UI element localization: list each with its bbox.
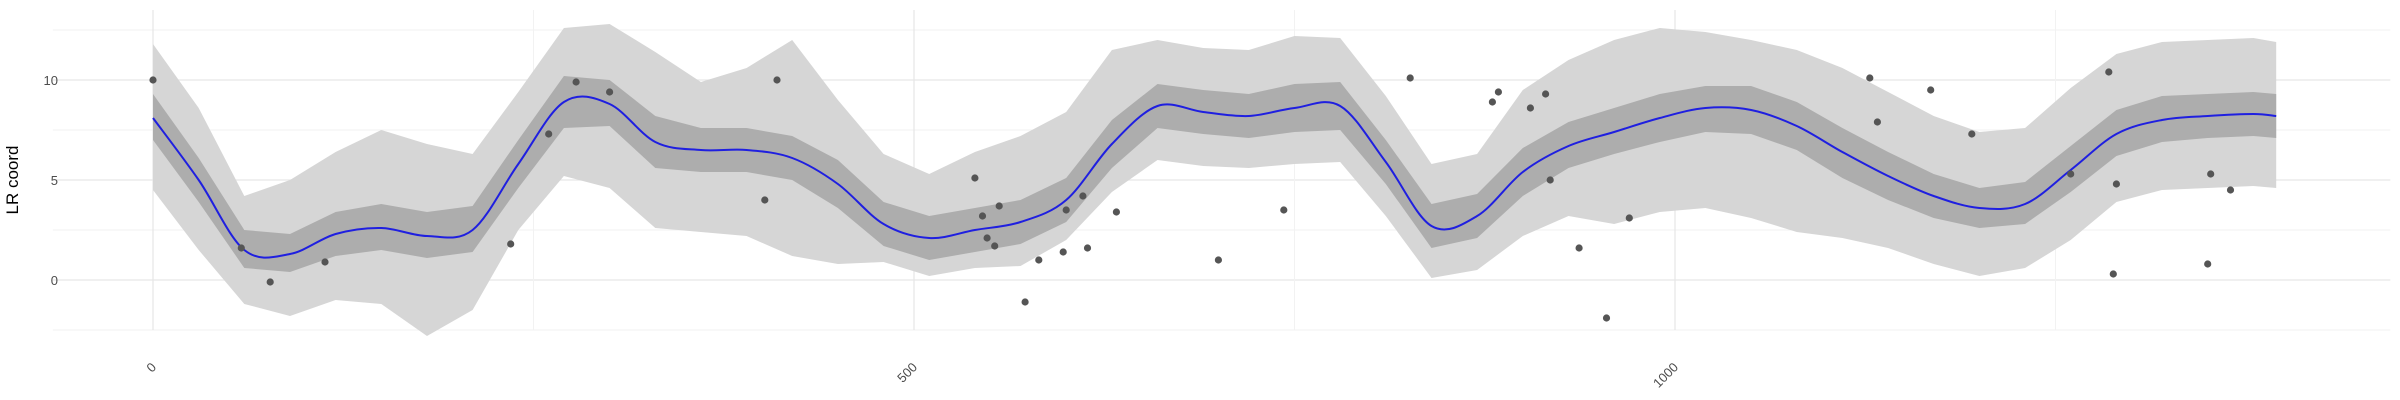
- data-point: [1873, 118, 1881, 126]
- data-point: [572, 78, 580, 86]
- data-point: [321, 258, 329, 266]
- data-point: [2204, 260, 2212, 268]
- data-point: [761, 196, 769, 204]
- data-point: [2067, 170, 2075, 178]
- data-point: [1494, 88, 1502, 96]
- data-point: [1083, 244, 1092, 252]
- data-point: [773, 76, 781, 84]
- data-point: [1406, 74, 1414, 82]
- data-point: [1927, 86, 1935, 94]
- data-point: [1602, 314, 1611, 322]
- data-point: [1062, 206, 1070, 214]
- inner-confidence-band: [153, 76, 2277, 272]
- data-point: [1546, 176, 1554, 184]
- data-point: [1625, 214, 1633, 222]
- data-point: [1021, 298, 1029, 306]
- data-point: [983, 234, 991, 242]
- x-tick-label: 1000: [1650, 360, 1681, 391]
- data-point: [1280, 206, 1288, 214]
- y-tick-label: 5: [51, 173, 58, 188]
- data-points: [149, 68, 2235, 322]
- confidence-bands: [153, 24, 2277, 336]
- data-point: [266, 278, 274, 286]
- data-point: [1526, 104, 1534, 112]
- data-point: [1968, 130, 1976, 138]
- x-tick-label: 500: [894, 360, 920, 386]
- y-tick-label: 10: [44, 73, 58, 88]
- data-point: [2109, 270, 2117, 278]
- data-point: [507, 240, 515, 248]
- data-point: [2105, 68, 2113, 76]
- y-tick-label: 0: [51, 273, 58, 288]
- data-point: [149, 76, 157, 84]
- data-point: [545, 130, 553, 138]
- data-point: [1079, 192, 1087, 200]
- data-point: [995, 202, 1003, 210]
- data-point: [1575, 244, 1583, 252]
- data-point: [1542, 90, 1550, 98]
- data-point: [1488, 98, 1496, 106]
- data-point: [606, 88, 614, 96]
- data-point: [991, 242, 999, 250]
- data-point: [1059, 248, 1067, 256]
- data-point: [2207, 170, 2215, 178]
- data-point: [1866, 74, 1874, 82]
- data-point: [1214, 256, 1222, 264]
- data-point: [1035, 256, 1043, 264]
- x-tick-label: 0: [143, 360, 159, 376]
- data-point: [2112, 180, 2120, 188]
- data-point: [237, 244, 245, 252]
- data-point: [978, 212, 987, 220]
- data-point: [2226, 186, 2235, 194]
- data-point: [971, 174, 979, 182]
- y-axis-title: LR coord: [3, 146, 22, 215]
- smooth-line: [152, 95, 2277, 259]
- data-point: [1112, 208, 1120, 216]
